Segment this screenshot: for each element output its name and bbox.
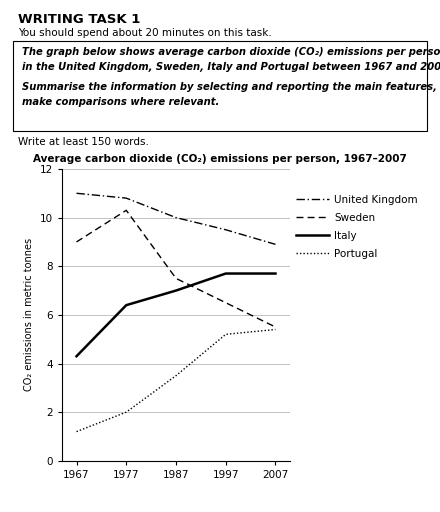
Legend: United Kingdom, Sweden, Italy, Portugal: United Kingdom, Sweden, Italy, Portugal <box>296 195 418 259</box>
Y-axis label: CO₂ emissions in metric tonnes: CO₂ emissions in metric tonnes <box>24 238 34 392</box>
Text: The graph below shows average carbon dioxide (CO₂) emissions per person: The graph below shows average carbon dio… <box>22 47 440 57</box>
Text: Average carbon dioxide (CO₂) emissions per person, 1967–2007: Average carbon dioxide (CO₂) emissions p… <box>33 154 407 164</box>
Text: in the United Kingdom, Sweden, Italy and Portugal between 1967 and 2007.: in the United Kingdom, Sweden, Italy and… <box>22 62 440 72</box>
Text: WRITING TASK 1: WRITING TASK 1 <box>18 13 140 26</box>
Text: You should spend about 20 minutes on this task.: You should spend about 20 minutes on thi… <box>18 28 271 38</box>
Text: Write at least 150 words.: Write at least 150 words. <box>18 137 148 147</box>
Text: make comparisons where relevant.: make comparisons where relevant. <box>22 97 219 107</box>
Text: Summarise the information by selecting and reporting the main features, and: Summarise the information by selecting a… <box>22 82 440 92</box>
